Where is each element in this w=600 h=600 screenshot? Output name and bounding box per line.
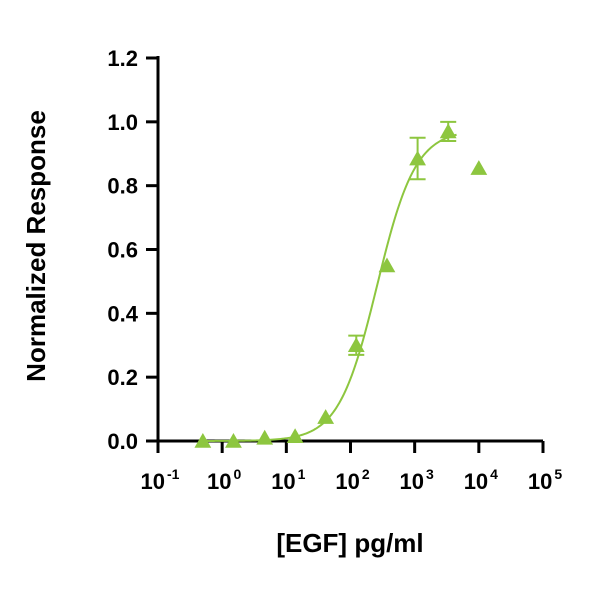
data-point-triangle (194, 433, 212, 448)
x-ticks: 10 -1 10 0 10 1 10 2 10 3 10 4 10 5 (141, 441, 562, 494)
data-point-triangle (378, 257, 396, 273)
x-tick-exponent: 4 (490, 466, 498, 482)
x-tick-exponent: 3 (426, 466, 434, 482)
data-point-triangle (286, 428, 304, 444)
y-tick-label: 0.2 (107, 365, 138, 390)
error-bars (348, 120, 457, 356)
x-tick-exponent: 2 (362, 466, 370, 482)
x-tick-base: 10 (271, 469, 295, 494)
x-tick-label: 10 0 (207, 466, 241, 494)
data-point-triangle (256, 429, 274, 445)
x-tick-label: 10 -1 (141, 466, 180, 494)
y-ticks: 0.0 0.2 0.4 0.6 0.8 1.0 1.2 (107, 46, 158, 454)
y-tick-label: 0.8 (107, 174, 138, 199)
y-tick-label: 1.0 (107, 110, 138, 135)
data-point-triangle (409, 150, 426, 166)
x-tick-base: 10 (207, 469, 231, 494)
y-tick-label: 0.6 (107, 238, 138, 263)
data-points (194, 123, 488, 448)
x-tick-base: 10 (141, 469, 165, 494)
x-tick-exponent: -1 (167, 466, 180, 482)
x-tick-base: 10 (335, 469, 359, 494)
y-tick-label: 1.2 (107, 46, 138, 71)
x-tick-label: 10 2 (335, 466, 369, 494)
axes (156, 56, 543, 443)
data-point-triangle (317, 409, 335, 424)
x-tick-base: 10 (400, 469, 424, 494)
data-point-triangle (470, 160, 488, 175)
x-tick-exponent: 1 (298, 466, 306, 482)
x-tick-exponent: 5 (554, 466, 562, 482)
x-tick-base: 10 (464, 469, 488, 494)
x-tick-label: 10 1 (271, 466, 305, 494)
y-axis-title: Normalized Response (21, 110, 51, 382)
data-point-triangle (439, 123, 457, 139)
data-point-triangle (225, 433, 242, 448)
y-tick-label: 0.4 (107, 301, 138, 326)
x-tick-label: 10 4 (464, 466, 498, 494)
y-tick-label: 0.0 (107, 429, 138, 454)
x-tick-label: 10 5 (528, 466, 562, 494)
x-tick-base: 10 (528, 469, 552, 494)
data-point-triangle (347, 337, 365, 353)
x-axis-title: [EGF] pg/ml (276, 528, 423, 558)
x-tick-label: 10 3 (400, 466, 434, 494)
x-tick-exponent: 0 (234, 466, 242, 482)
fit-curve (202, 133, 457, 442)
